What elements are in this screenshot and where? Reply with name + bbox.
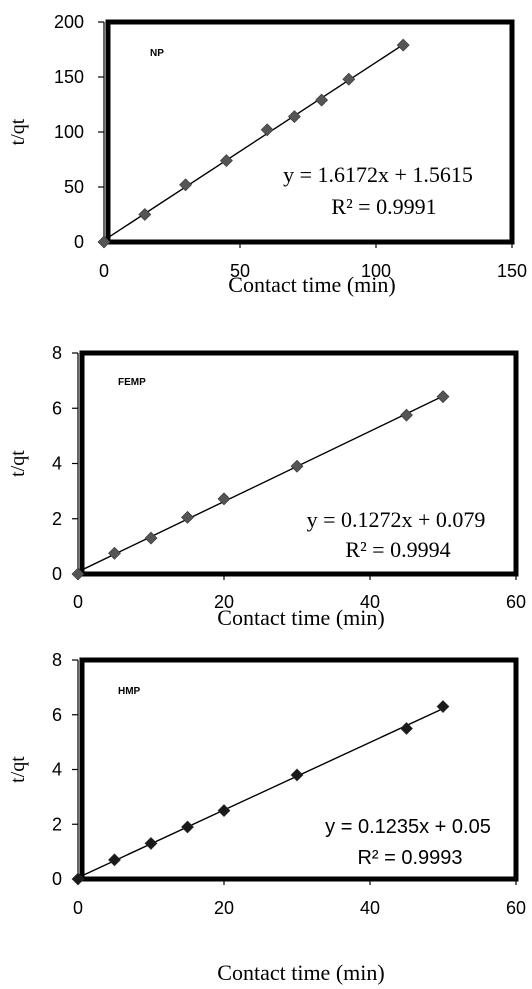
- y-tick-label: 100: [54, 122, 84, 142]
- data-point: [144, 531, 158, 545]
- data-point: [219, 154, 233, 168]
- trendline: [77, 707, 444, 879]
- data-point: [97, 235, 111, 249]
- y-axis-title: t/qt: [7, 450, 29, 477]
- data-point: [436, 390, 450, 404]
- x-tick-label: 150: [497, 261, 527, 281]
- trendline-equation: y = 1.6172x + 1.5615: [283, 162, 473, 187]
- chart-panel-1: 0 50 100 150 200 0 50 100 150 NP y = 1.6172x + 1.5…: [7, 12, 527, 297]
- y-tick-label: 8: [52, 650, 62, 670]
- data-point: [290, 459, 304, 473]
- data-point: [138, 208, 152, 221]
- y-tick-label: 0: [52, 564, 62, 584]
- x-tick-label: 20: [214, 592, 234, 612]
- y-tick-label: 150: [54, 67, 84, 87]
- y-tick-label: 4: [52, 454, 62, 474]
- y-tick-label: 4: [52, 760, 62, 780]
- y-tick-label: 0: [74, 232, 84, 252]
- x-axis-title: Contact time (min): [217, 960, 384, 985]
- chart-panel-2: 0 2 4 6 8 0 20 40 60 FEMP y = 0.1272x + 0.079 R² = …: [7, 343, 526, 630]
- data-point: [108, 853, 121, 867]
- y-tick-label: 2: [52, 814, 62, 834]
- trendline: [77, 395, 444, 573]
- data-point: [179, 178, 193, 192]
- panel-label: HMP: [118, 686, 141, 697]
- data-point: [396, 38, 410, 52]
- y-axis-title: t/qt: [7, 756, 29, 783]
- x-tick-label: 60: [506, 592, 526, 612]
- x-tick-label: 40: [360, 592, 380, 612]
- x-tick-label: 0: [99, 261, 109, 281]
- data-point: [287, 110, 301, 124]
- y-tick-label: 50: [64, 177, 84, 197]
- x-tick-label: 100: [361, 261, 391, 281]
- x-axis-title: Contact time (min): [217, 605, 384, 630]
- x-tick-label: 40: [360, 898, 380, 918]
- trendline-equation: y = 0.1235x + 0.05: [325, 816, 491, 838]
- y-tick-label: 200: [54, 12, 84, 32]
- x-tick-label: 20: [214, 898, 234, 918]
- panel-label: FEMP: [118, 377, 146, 388]
- x-tick-label: 60: [506, 898, 526, 918]
- data-point: [108, 546, 121, 560]
- x-axis-title: Contact time (min): [228, 272, 395, 297]
- data-point: [260, 123, 274, 137]
- chart-panel-3: 0 2 4 6 8 0 20 40 60 HMP y = 0.1235x + 0.05 R² = 0.…: [7, 650, 526, 985]
- data-point: [217, 804, 231, 817]
- r-squared-label: R² = 0.9991: [331, 194, 436, 219]
- x-tick-label: 0: [73, 898, 83, 918]
- data-point: [400, 408, 413, 422]
- data-point: [217, 492, 231, 506]
- y-tick-label: 2: [52, 509, 62, 529]
- trendline: [103, 44, 404, 241]
- trendline-equation: y = 0.1272x + 0.079: [307, 507, 486, 532]
- data-point: [436, 700, 450, 713]
- plot-area-frame: [105, 19, 515, 245]
- y-tick-label: 6: [52, 705, 62, 725]
- data-point: [400, 722, 413, 735]
- data-point: [71, 872, 85, 886]
- r-squared-label: R² = 0.9993: [357, 847, 462, 869]
- data-point: [342, 72, 356, 86]
- x-tick-label: 50: [230, 261, 250, 281]
- data-point: [144, 836, 158, 850]
- y-tick-label: 8: [52, 343, 62, 363]
- y-axis-title: t/qt: [7, 118, 29, 145]
- x-tick-label: 0: [73, 592, 83, 612]
- panel-label: NP: [150, 48, 164, 59]
- data-point: [181, 820, 194, 834]
- y-tick-label: 6: [52, 398, 62, 418]
- data-point: [290, 768, 304, 782]
- y-tick-label: 0: [52, 869, 62, 889]
- r-squared-label: R² = 0.9994: [345, 537, 450, 562]
- data-point: [181, 510, 194, 524]
- data-point: [71, 567, 85, 581]
- data-point: [315, 93, 329, 107]
